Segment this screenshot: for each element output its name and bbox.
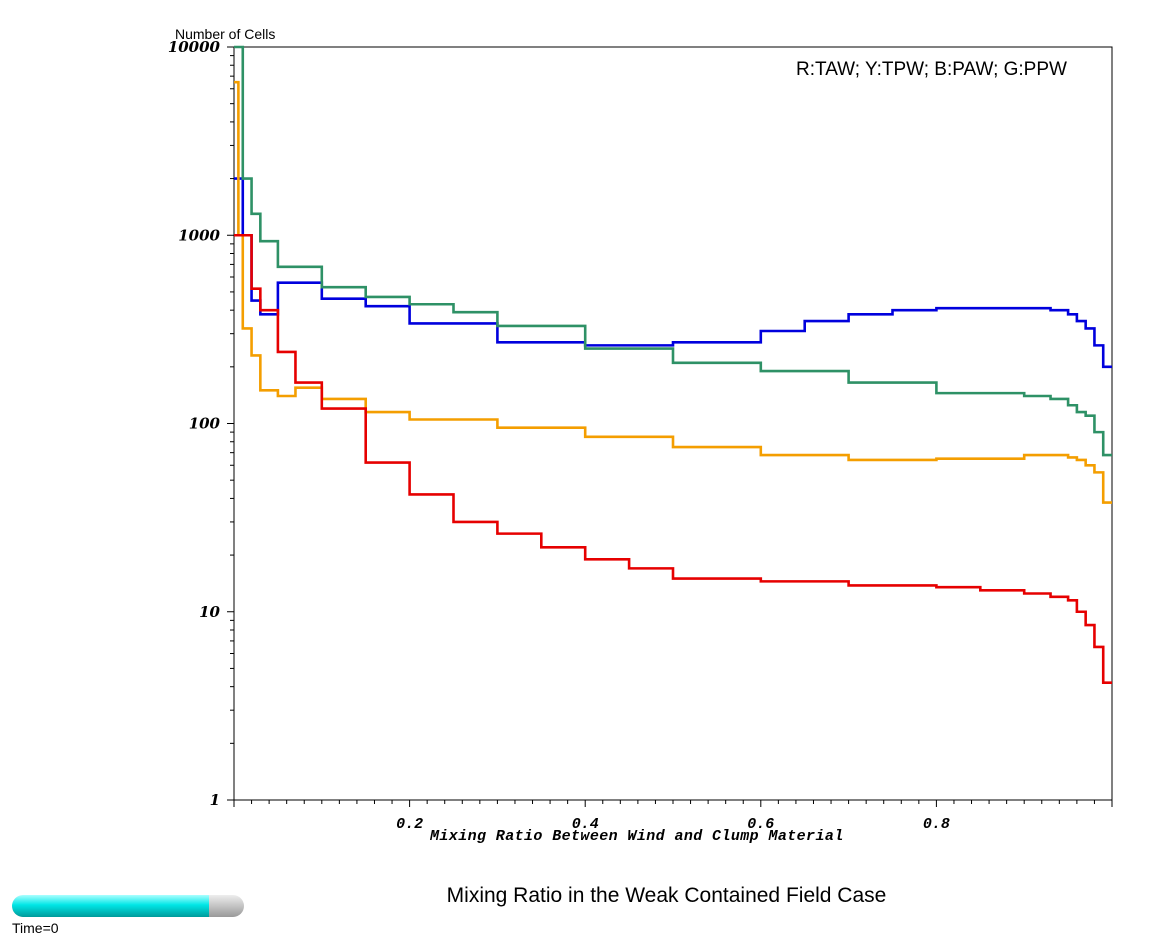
- series-line-0: [234, 177, 1112, 369]
- series-line-2: [234, 80, 1112, 504]
- x-tick-label: 0.8: [923, 816, 950, 833]
- x-tick-label: 0.6: [747, 816, 774, 833]
- time-slider-fill: [12, 895, 210, 917]
- x-tick-label: 0.2: [396, 816, 423, 833]
- time-slider[interactable]: [12, 895, 244, 917]
- y-tick-label: 1: [210, 791, 220, 809]
- y-axis-label: Number of Cells: [175, 26, 276, 42]
- x-axis-label: Mixing Ratio Between Wind and Clump Mate…: [430, 828, 844, 845]
- y-tick-label: 10000: [168, 38, 221, 56]
- y-tick-label: 1000: [178, 226, 220, 244]
- series-line-3: [234, 233, 1112, 684]
- x-tick-label: 0.4: [572, 816, 599, 833]
- legend: R:TAW; Y:TPW; B:PAW; G:PPW: [796, 59, 1067, 80]
- chart: 1 10 100 1000 10000 0.2 0.4 0.6 0.8: [168, 38, 1113, 833]
- y-tick-label: 10: [199, 603, 220, 621]
- series-line-1: [234, 45, 1112, 457]
- y-tick-label: 100: [189, 415, 221, 433]
- time-label: Time=0: [12, 920, 59, 936]
- chart-title: Mixing Ratio in the Weak Contained Field…: [446, 884, 887, 907]
